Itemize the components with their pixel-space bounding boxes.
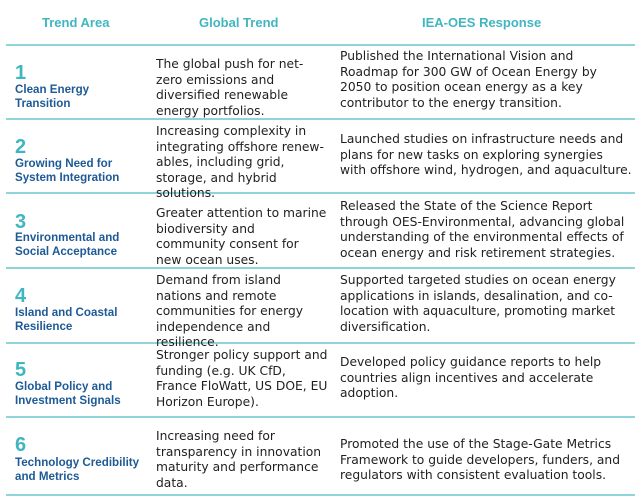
table-row: 1 Clean Energy Transition The global pus… — [6, 46, 635, 120]
header-response: IEA-OES Response — [422, 15, 542, 30]
row-number: 6 — [15, 434, 27, 456]
trend-area-label: Global Policy and Investment Signals — [15, 380, 121, 407]
response-text: Released the State of the Science Report… — [340, 199, 625, 260]
trend-area-label: Environmental and Social Acceptance — [15, 231, 120, 258]
global-trend-text: Increasing complexity in integrating off… — [156, 124, 324, 201]
trend-area-label: Island and Coastal Resilience — [15, 306, 118, 333]
global-trend-text: Stronger policy support and funding (e.g… — [156, 348, 328, 409]
global-trend-text: The global push for net-zero emissions a… — [156, 57, 304, 118]
table-row: 5 Global Policy and Investment Signals S… — [6, 344, 635, 418]
response-text: Launched studies on infrastructure needs… — [340, 132, 632, 178]
trend-area-label: Growing Need for System Integration — [15, 157, 120, 184]
table-header: Trend Area Global Trend IEA-OES Response — [6, 0, 635, 46]
global-trend-text: Increasing need for transparency in inno… — [156, 429, 322, 490]
table-row: 2 Growing Need for System Integration In… — [6, 120, 635, 200]
global-trend-text: Demand from island nations and remote co… — [156, 273, 304, 350]
response-text: Promoted the use of the Stage-Gate Metri… — [340, 437, 621, 483]
row-number: 1 — [15, 62, 27, 84]
table-row: 4 Island and Coastal Resilience Demand f… — [6, 269, 635, 349]
trend-area-label: Technology Credibility and Metrics — [15, 456, 140, 483]
row-number: 4 — [15, 285, 27, 307]
response-text: Supported targeted studies on ocean ener… — [340, 273, 616, 334]
header-trend-area: Trend Area — [42, 15, 110, 30]
global-trend-text: Greater attention to marine biodiversity… — [156, 206, 327, 267]
trends-table: Trend Area Global Trend IEA-OES Response… — [6, 0, 635, 496]
table-row: 6 Technology Credibility and Metrics Inc… — [6, 418, 635, 496]
row-number: 5 — [15, 359, 27, 381]
response-text: Published the International Vision and R… — [340, 49, 597, 110]
header-global-trend: Global Trend — [199, 15, 279, 30]
row-number: 3 — [15, 211, 27, 233]
table-row: 3 Environmental and Social Acceptance Gr… — [6, 194, 635, 269]
row-number: 2 — [15, 136, 27, 158]
trend-area-label: Clean Energy Transition — [15, 83, 90, 110]
response-text: Developed policy guidance reports to hel… — [340, 355, 602, 401]
